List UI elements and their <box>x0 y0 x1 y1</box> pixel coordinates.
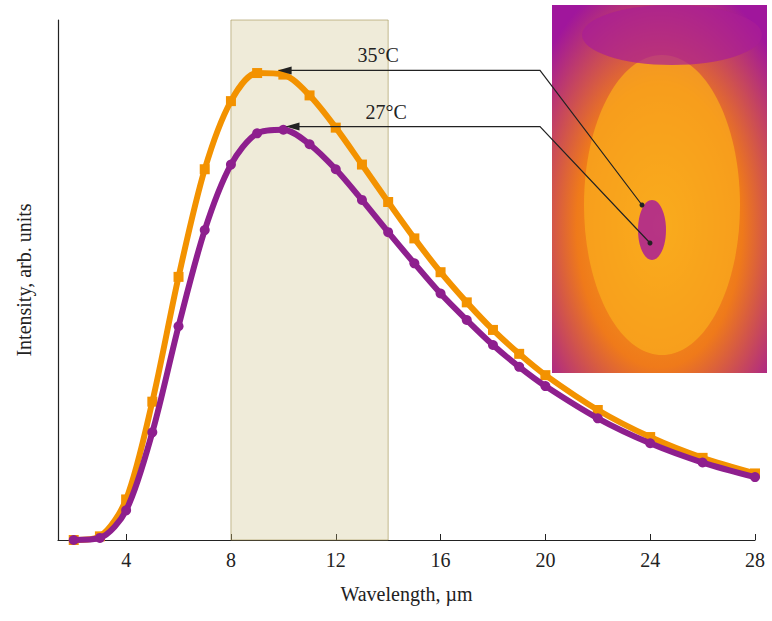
svg-text:Intensity, arb. units: Intensity, arb. units <box>13 203 36 356</box>
svg-text:8: 8 <box>226 549 236 571</box>
svg-text:35°C: 35°C <box>358 44 399 66</box>
svg-text:24: 24 <box>640 549 660 571</box>
svg-text:4: 4 <box>121 549 131 571</box>
svg-text:20: 20 <box>535 549 555 571</box>
svg-text:Wavelength, µm: Wavelength, µm <box>340 583 473 606</box>
svg-text:16: 16 <box>431 549 451 571</box>
svg-text:28: 28 <box>745 549 765 571</box>
svg-text:12: 12 <box>326 549 346 571</box>
svg-text:27°C: 27°C <box>365 101 406 123</box>
